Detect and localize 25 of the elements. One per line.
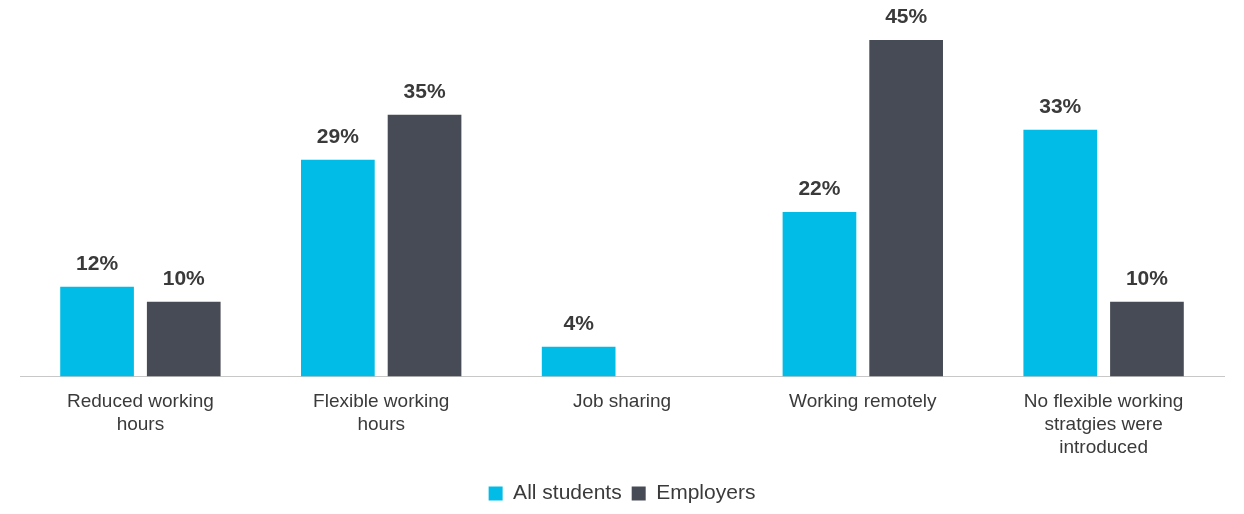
x-tick-label: Reduced working hours xyxy=(66,390,214,435)
data-label: 33% xyxy=(1039,94,1082,118)
x-tick-label: No flexible working stratgies were introduced xyxy=(1023,390,1184,457)
bar xyxy=(1023,129,1098,377)
data-label: 10% xyxy=(162,266,206,290)
data-label: 35% xyxy=(403,79,446,103)
bar xyxy=(301,159,375,377)
x-tick-label: Job sharing xyxy=(572,390,672,412)
x-tick-label: Working remotely xyxy=(789,390,938,412)
bar xyxy=(869,40,943,377)
data-label: 45% xyxy=(885,4,928,28)
legend-label: All students xyxy=(513,480,622,504)
data-label: 29% xyxy=(316,123,360,147)
x-tick-label: Flexible working hours xyxy=(313,390,450,435)
bar xyxy=(1110,301,1184,377)
data-label: 22% xyxy=(798,176,841,200)
bar xyxy=(387,114,462,377)
bar xyxy=(60,286,134,377)
bar xyxy=(782,212,857,377)
data-label: 4% xyxy=(563,310,595,334)
data-label: 12% xyxy=(76,251,119,275)
bar xyxy=(146,301,221,377)
data-label: 10% xyxy=(1125,266,1169,290)
bar xyxy=(541,346,616,377)
legend-label: Employers xyxy=(656,480,756,504)
